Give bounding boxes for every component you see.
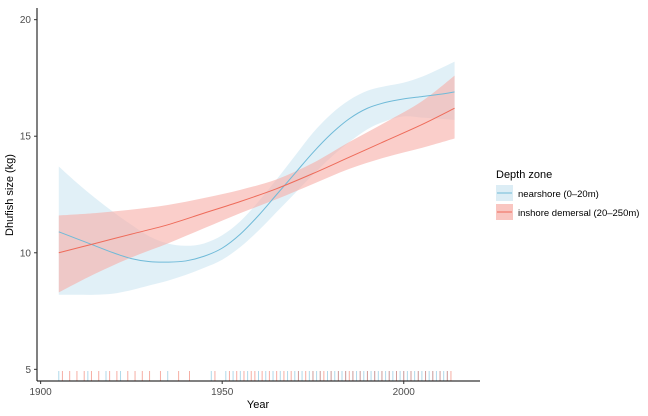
legend-item-nearshore: nearshore (0–20m) <box>496 185 599 201</box>
confidence-band-nearshore-0-20m <box>58 61 455 295</box>
axes <box>36 8 480 382</box>
y-axis-title: Dhufish size (kg) <box>4 154 16 236</box>
confidence-band-inshore-demersal-20-250m <box>58 75 455 293</box>
rug-marks <box>58 371 452 381</box>
x-axis-title: Year <box>247 399 270 411</box>
confidence-bands <box>58 61 455 295</box>
y-tick-label: 10 <box>20 248 32 259</box>
axis-ticks: 1900 1950 2000 5 10 15 20 <box>20 15 415 398</box>
legend-item-inshore-demersal: inshore demersal (20–250m) <box>496 204 639 220</box>
y-tick-label: 5 <box>25 365 31 376</box>
legend-label-nearshore: nearshore (0–20m) <box>518 189 599 200</box>
x-tick-label: 1900 <box>30 387 53 398</box>
legend-title: Depth zone <box>496 169 552 181</box>
y-tick-label: 20 <box>20 15 32 26</box>
trend-lines <box>58 91 455 263</box>
y-tick-label: 15 <box>20 132 32 143</box>
legend-label-inshore-demersal: inshore demersal (20–250m) <box>518 208 639 219</box>
legend: Depth zone nearshore (0–20m) inshore dem… <box>496 169 639 220</box>
x-tick-label: 2000 <box>393 387 416 398</box>
trend-line-nearshore-0-20m <box>58 91 455 263</box>
x-tick-label: 1950 <box>211 387 234 398</box>
trend-line-inshore-demersal-20-250m <box>58 107 455 254</box>
